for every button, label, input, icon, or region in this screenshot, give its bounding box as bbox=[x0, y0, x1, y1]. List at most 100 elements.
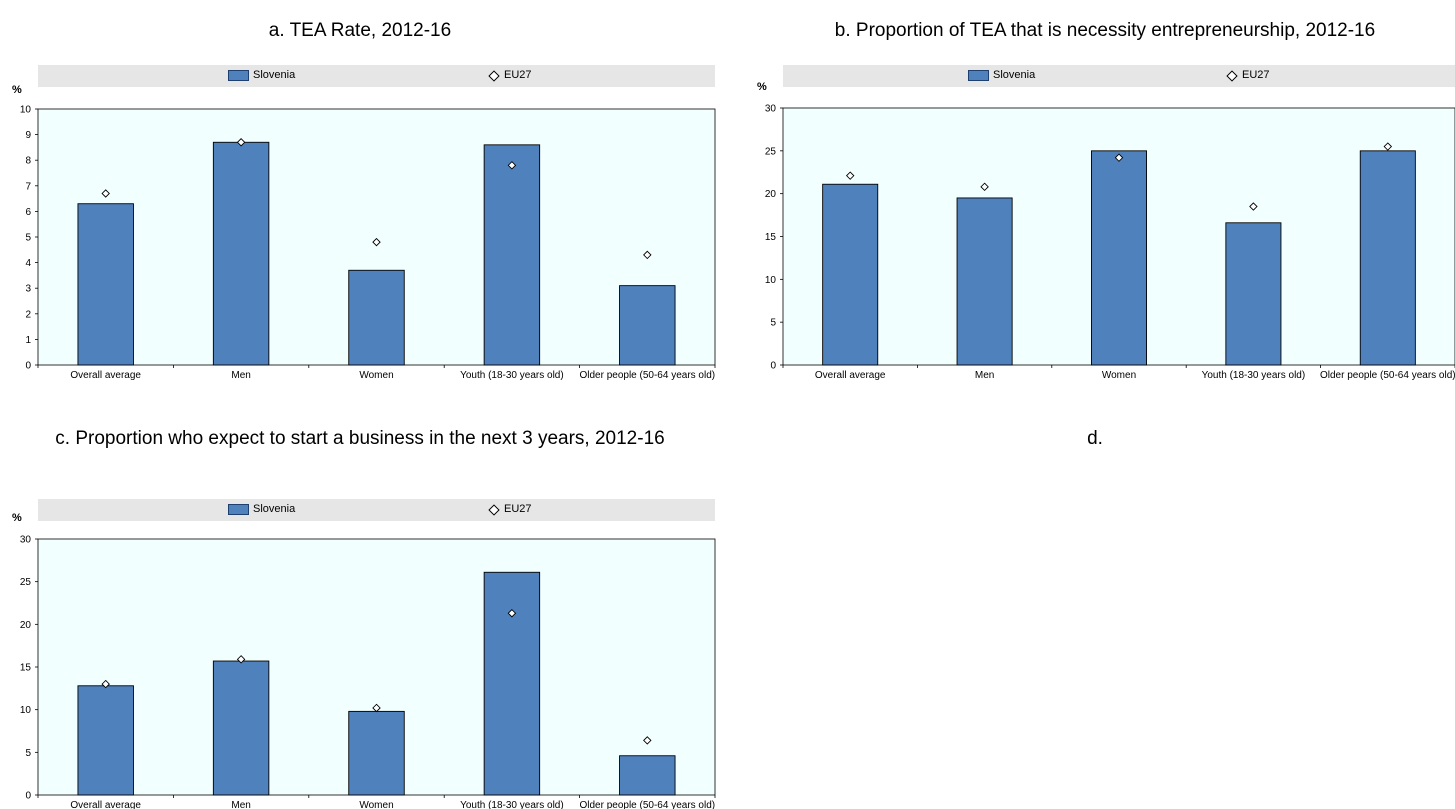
bar-slovenia bbox=[348, 269, 405, 366]
legend-item-eu27-a: EU27 bbox=[488, 69, 532, 82]
y-tick-label: 10 bbox=[20, 105, 32, 116]
y-tick-label: 15 bbox=[765, 232, 777, 243]
chart-panel-d: d. bbox=[735, 410, 1455, 809]
y-tick-label: 25 bbox=[765, 146, 777, 157]
y-tick-label: 4 bbox=[25, 258, 31, 269]
y-tick-label: 30 bbox=[20, 535, 32, 546]
legend-label: Slovenia bbox=[253, 503, 296, 515]
chart-title-c: c. Proportion who expect to start a busi… bbox=[55, 428, 665, 449]
x-tick-label: Women bbox=[359, 370, 393, 381]
legend-label: Slovenia bbox=[993, 69, 1036, 81]
x-tick-label: Older people (50-64 years old) bbox=[579, 800, 715, 809]
bar-slovenia bbox=[619, 285, 676, 366]
bar-slovenia bbox=[1359, 150, 1416, 366]
x-tick-label: Overall average bbox=[70, 370, 141, 381]
y-tick-label: 7 bbox=[25, 181, 31, 192]
legend-label: EU27 bbox=[504, 69, 532, 81]
x-tick-label: Women bbox=[359, 800, 393, 809]
x-tick-label: Youth (18-30 years old) bbox=[460, 800, 564, 809]
legend-item-slovenia-a: Slovenia bbox=[228, 69, 295, 82]
y-tick-label: 0 bbox=[770, 361, 776, 372]
bar-slovenia bbox=[212, 141, 270, 366]
legend-item-eu27-b: EU27 bbox=[1226, 69, 1270, 82]
y-tick-label: 9 bbox=[25, 130, 31, 141]
y-tick-label: 30 bbox=[765, 104, 777, 115]
legend-label: Slovenia bbox=[253, 69, 296, 81]
marker-eu27 bbox=[372, 703, 381, 713]
marker-eu27 bbox=[507, 161, 517, 170]
x-tick-label: Overall average bbox=[70, 800, 141, 809]
y-tick-label: 5 bbox=[25, 748, 31, 759]
y-tick-label: 2 bbox=[25, 309, 31, 320]
chart-svg-b: 0 5 10 15 20 25 30 Overall average Men Women Youth… bbox=[765, 104, 1455, 381]
y-unit-label-c: % bbox=[12, 512, 22, 524]
chart-panel-b: b. Proportion of TEA that is necessity e… bbox=[735, 0, 1455, 390]
marker-eu27 bbox=[236, 138, 246, 147]
y-tick-label: 1 bbox=[25, 335, 31, 346]
marker-eu27 bbox=[372, 237, 381, 247]
legend-b: Slovenia EU27 bbox=[783, 65, 1455, 87]
marker-eu27 bbox=[980, 182, 989, 192]
y-tick-label: 5 bbox=[770, 318, 776, 329]
y-unit-label-b: % bbox=[757, 81, 767, 93]
x-tick-label: Men bbox=[231, 370, 250, 381]
bar-slovenia bbox=[212, 660, 270, 796]
y-tick-label: 0 bbox=[25, 791, 31, 802]
y-tick-label: 20 bbox=[765, 189, 777, 200]
chart-panel-c: c. Proportion who expect to start a busi… bbox=[0, 410, 720, 809]
legend-label: EU27 bbox=[1242, 69, 1270, 81]
legend-swatch-bar-icon bbox=[228, 70, 249, 81]
legend-swatch-bar-icon bbox=[228, 504, 249, 515]
bar-slovenia bbox=[348, 710, 405, 796]
chart-title-a: a. TEA Rate, 2012-16 bbox=[268, 20, 452, 41]
y-tick-label: 25 bbox=[20, 577, 32, 588]
x-tick-label: Older people (50-64 years old) bbox=[579, 370, 715, 381]
x-tick-label: Women bbox=[1102, 370, 1136, 381]
y-tick-label: 6 bbox=[25, 207, 31, 218]
marker-eu27 bbox=[1114, 153, 1124, 162]
bar-slovenia bbox=[956, 197, 1013, 366]
marker-eu27 bbox=[101, 189, 110, 198]
y-tick-label: 5 bbox=[25, 233, 31, 244]
plot-area bbox=[37, 108, 716, 366]
bar-slovenia bbox=[77, 203, 134, 366]
y-unit-label-a: % bbox=[12, 84, 22, 96]
bar-slovenia bbox=[483, 144, 541, 366]
legend-swatch-bar-icon bbox=[968, 70, 989, 81]
marker-eu27 bbox=[236, 655, 246, 664]
x-tick-label: Men bbox=[975, 370, 994, 381]
legend-a: Slovenia EU27 bbox=[38, 65, 715, 87]
legend-item-slovenia-b: Slovenia bbox=[968, 69, 1035, 82]
legend-c: Slovenia EU27 bbox=[38, 499, 715, 521]
chart-panel-a: a. TEA Rate, 2012-16 Slovenia EU27 % 0 1 2… bbox=[0, 0, 720, 390]
bar-slovenia bbox=[77, 685, 134, 796]
bar-slovenia bbox=[483, 571, 541, 796]
bar-slovenia bbox=[822, 183, 879, 366]
marker-eu27 bbox=[643, 250, 652, 260]
chart-svg-c: 0 5 10 15 20 25 30 Overall average Men Women Youth… bbox=[20, 535, 716, 809]
x-tick-label: Youth (18-30 years old) bbox=[1202, 370, 1306, 381]
y-tick-label: 10 bbox=[765, 275, 777, 286]
x-tick-label: Youth (18-30 years old) bbox=[460, 370, 564, 381]
legend-item-eu27-c: EU27 bbox=[488, 503, 532, 516]
bar-slovenia bbox=[1090, 150, 1148, 366]
legend-item-slovenia-c: Slovenia bbox=[228, 503, 295, 516]
marker-eu27 bbox=[1383, 142, 1393, 151]
y-tick-label: 20 bbox=[20, 620, 32, 631]
chart-title-d: d. bbox=[1087, 428, 1103, 449]
x-tick-label: Older people (50-64 years old) bbox=[1320, 370, 1455, 381]
x-tick-label: Men bbox=[231, 800, 250, 809]
bar-slovenia bbox=[619, 755, 676, 796]
y-tick-label: 0 bbox=[25, 361, 31, 372]
legend-label: EU27 bbox=[504, 503, 532, 515]
chart-svg-a: 0 1 2 3 4 5 6 7 8 9 10 Overall average Men Women Youth… bbox=[20, 105, 716, 381]
marker-eu27 bbox=[1249, 202, 1258, 211]
marker-eu27 bbox=[101, 679, 110, 689]
marker-eu27 bbox=[845, 171, 855, 180]
marker-eu27 bbox=[643, 736, 652, 745]
marker-eu27 bbox=[507, 609, 517, 618]
bar-slovenia bbox=[1225, 222, 1282, 366]
y-tick-label: 15 bbox=[20, 663, 32, 674]
chart-title-b: b. Proportion of TEA that is necessity e… bbox=[834, 20, 1376, 41]
y-tick-label: 8 bbox=[25, 156, 31, 167]
